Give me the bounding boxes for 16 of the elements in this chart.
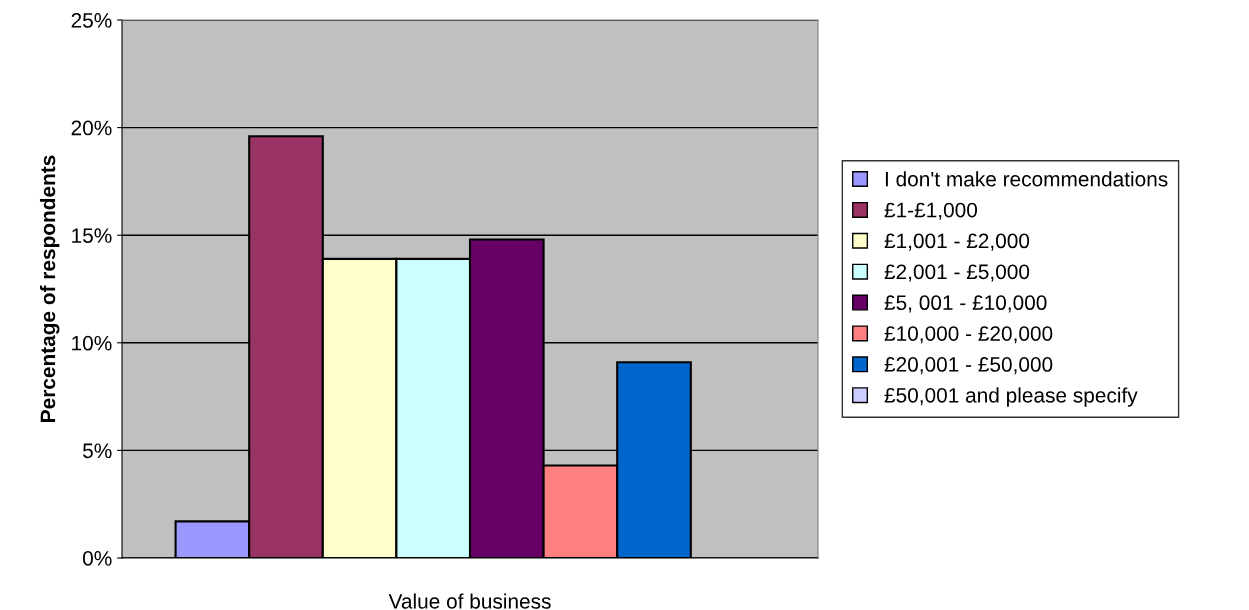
y-tick-label: 0% bbox=[82, 551, 112, 566]
y-axis-title: Percentage of respondents bbox=[39, 155, 60, 422]
legend-label: £1,001 - £2,000 bbox=[884, 233, 1030, 251]
legend-label: £50,001 and please specify bbox=[884, 387, 1138, 407]
legend-label: £1-£1,000 bbox=[884, 202, 978, 220]
y-tick-label: 20% bbox=[71, 120, 112, 136]
y-tick-label: 5% bbox=[83, 443, 112, 459]
y-tick-label: 15% bbox=[72, 228, 112, 243]
legend-label: I don't make recommendations bbox=[885, 171, 1168, 187]
y-tick-label: 25% bbox=[71, 13, 112, 28]
legend-label: £2,001 - £5,000 bbox=[884, 264, 1030, 282]
legend-label: £5, 001 - £10,000 bbox=[884, 295, 1047, 313]
x-axis-title: Value of business bbox=[388, 593, 551, 609]
legend-label: £10,000 - £20,000 bbox=[884, 326, 1053, 344]
legend-label: £20,001 - £50,000 bbox=[884, 357, 1053, 375]
y-tick-label: 10% bbox=[72, 335, 112, 351]
